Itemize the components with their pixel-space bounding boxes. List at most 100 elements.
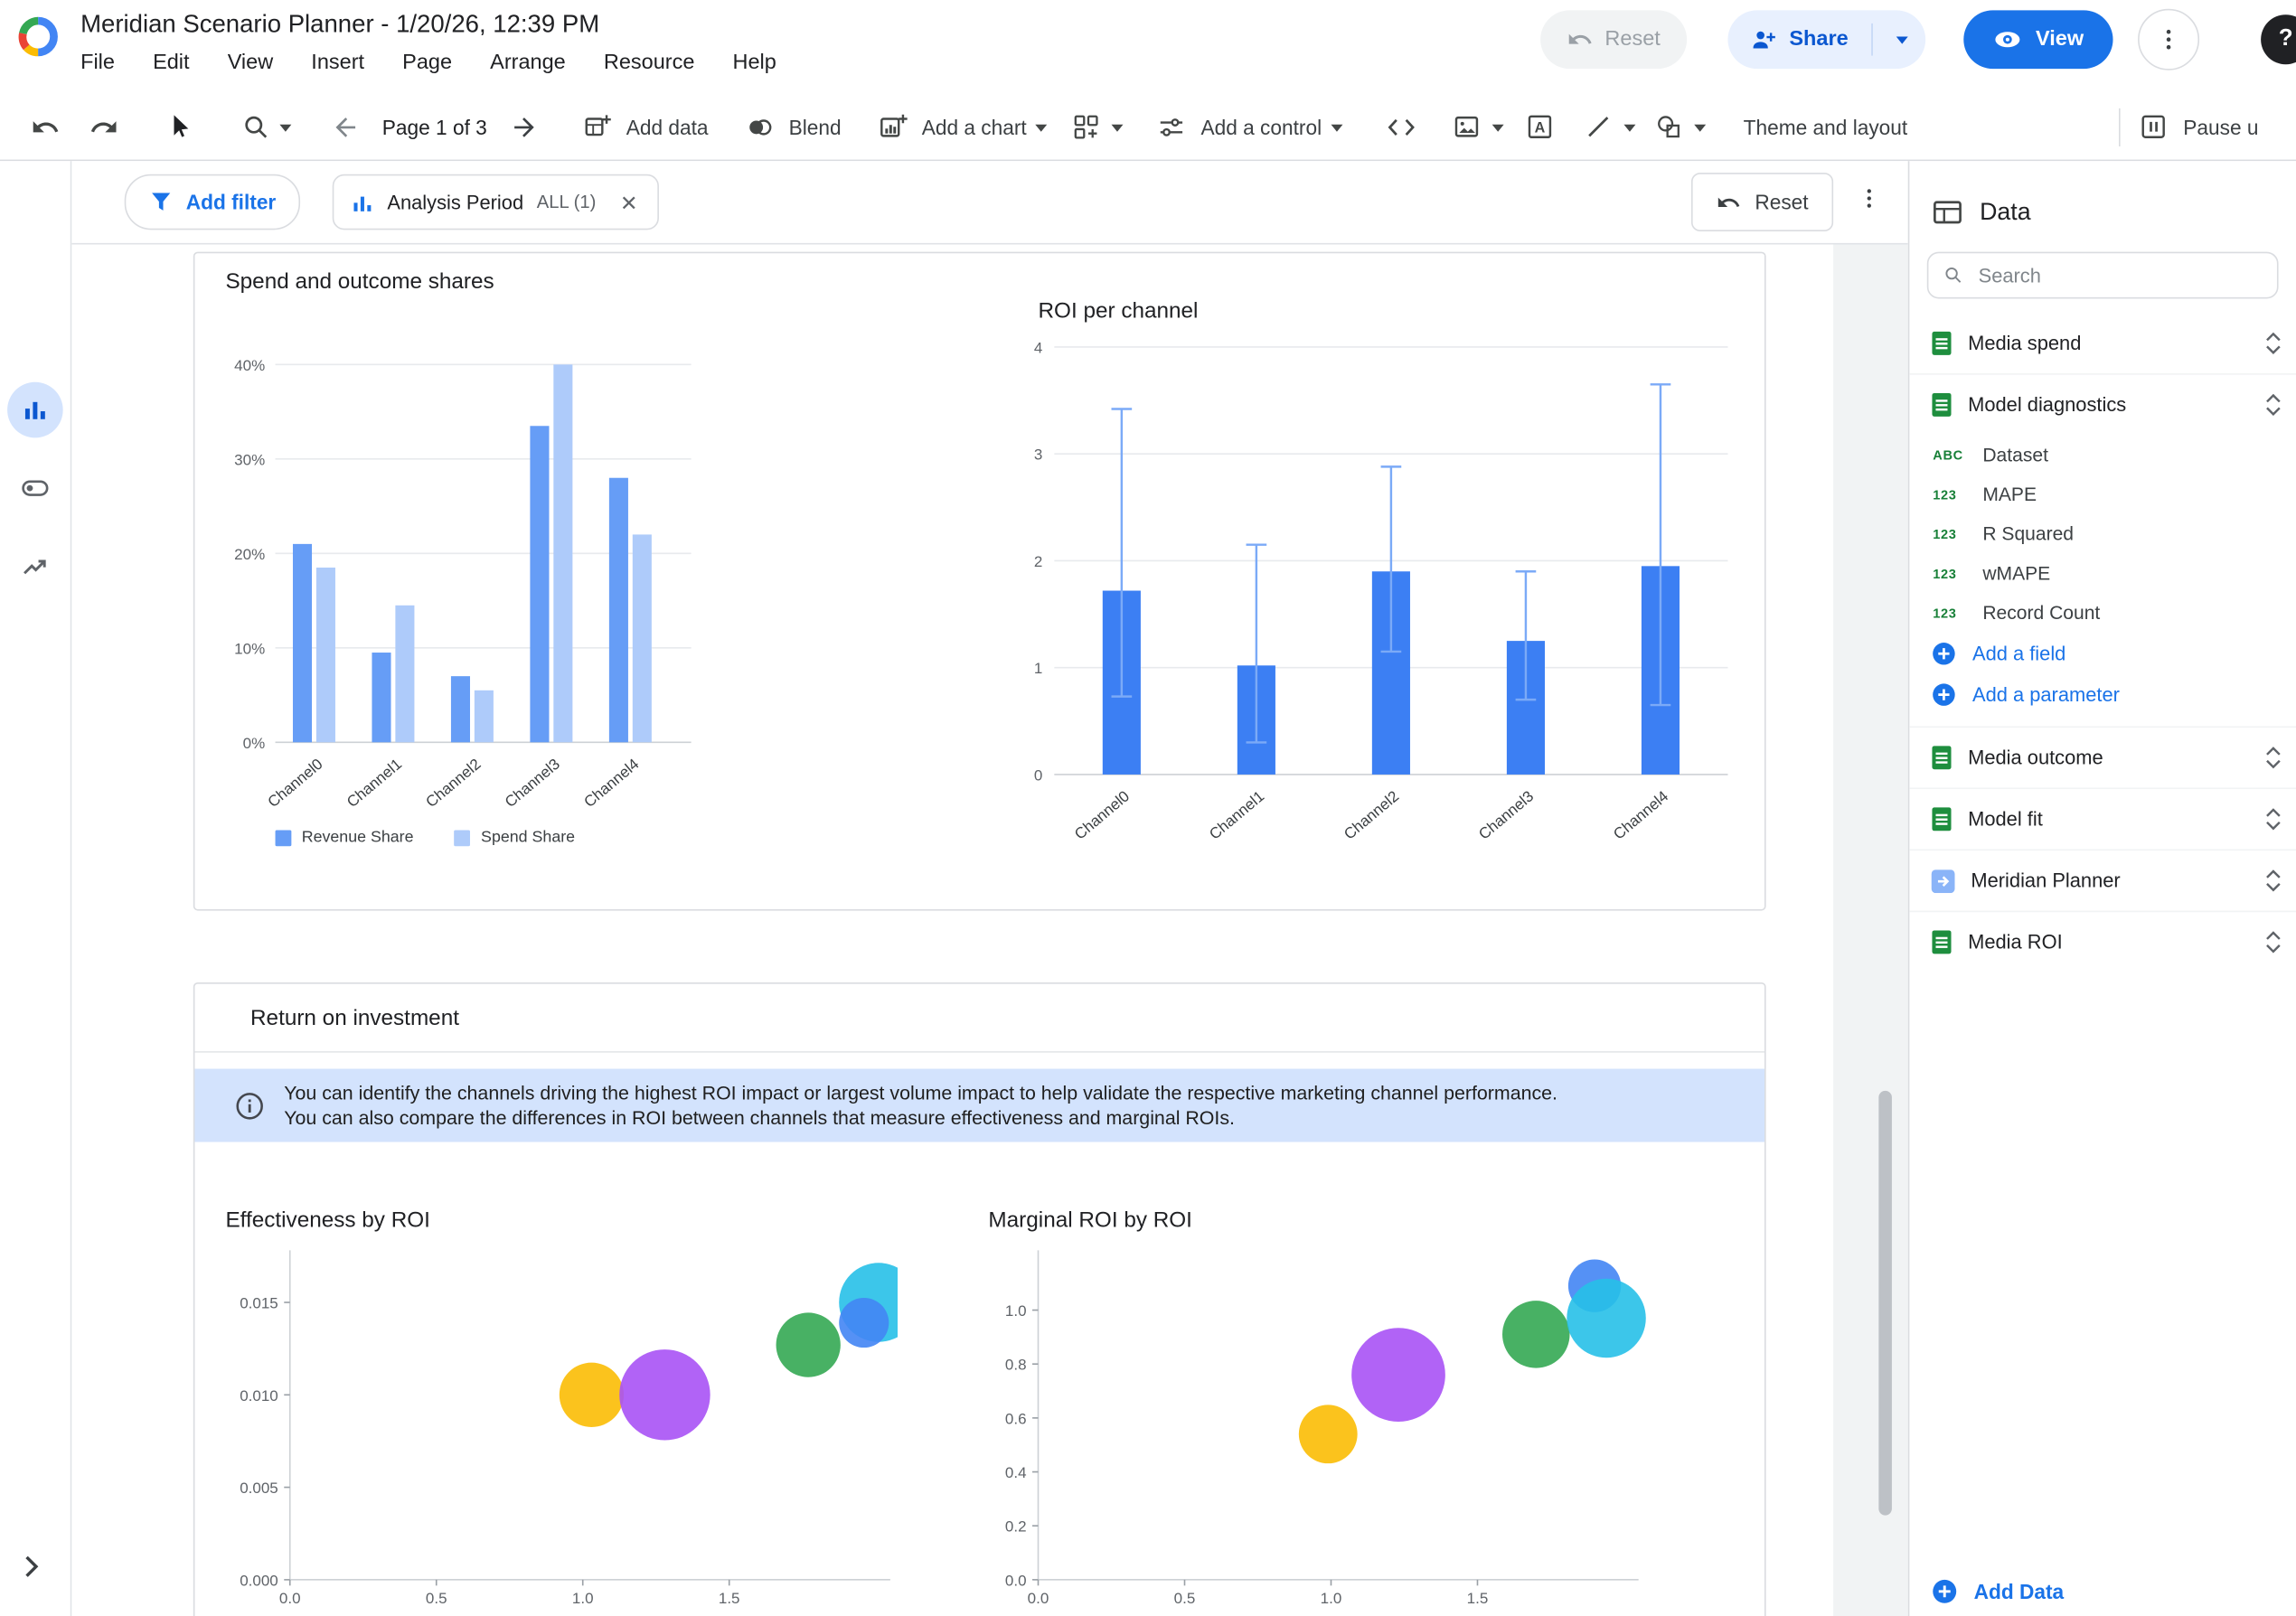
page-indicator[interactable]: Page 1 of 3 [381,115,487,139]
add-filter-button[interactable]: Add filter [124,174,301,230]
pause-updates-button[interactable]: Pause u [2135,108,2296,146]
header-reset-button[interactable]: Reset [1540,10,1687,70]
menu-item-edit[interactable]: Edit [153,51,190,75]
insert-shape-button[interactable] [1650,108,1706,146]
field-name: Record Count [1982,601,2101,625]
menu-item-view[interactable]: View [227,51,274,75]
report-title[interactable]: Meridian Scenario Planner - 1/20/26, 12:… [80,10,600,39]
community-viz-caret-icon[interactable] [1111,123,1124,131]
help-button[interactable]: ? [2261,14,2296,65]
blend-button[interactable]: Blend [740,108,842,146]
data-source-model-diagnostics[interactable]: Model diagnostics [1909,373,2296,435]
add-chart-button[interactable]: Add a chart [873,108,1048,146]
community-visualizations-button[interactable] [1068,108,1124,146]
marginal-roi-by-roi-chart[interactable]: Marginal ROI by ROI 0.0 0.2 0.4 0.6 0.8 1.0 0.… [973,1207,1705,1616]
rail-report-tab[interactable] [7,381,63,438]
section-title: Return on investment [194,984,1764,1053]
zoom-dropdown-caret-icon[interactable] [279,123,292,131]
share-button[interactable]: Share [1727,10,1926,70]
insert-line-button[interactable] [1579,108,1635,146]
unfold-icon[interactable] [2265,931,2282,954]
add-data-bottom-button[interactable]: Add Data [1932,1578,2064,1604]
svg-text:0.005: 0.005 [240,1480,278,1497]
menu-item-arrange[interactable]: Arrange [490,51,566,75]
unfold-icon[interactable] [2265,808,2282,831]
unfold-icon[interactable] [2265,332,2282,354]
left-rail [0,161,72,1616]
rail-trends-tab[interactable] [7,539,63,595]
svg-text:Channel3: Channel3 [502,756,563,811]
add-chart-caret-icon[interactable] [1035,123,1048,131]
embed-code-button[interactable] [1378,108,1425,146]
svg-text:1.5: 1.5 [719,1590,740,1607]
data-source-meridian-planner[interactable]: Meridian Planner [1909,849,2296,911]
add-data-button[interactable]: Add data [578,108,709,146]
analysis-period-filter-chip[interactable]: Analysis Period ALL (1) [333,174,660,230]
data-source-media-spend[interactable]: Media spend [1909,314,2296,373]
bubble-chart[interactable]: 0.0 0.2 0.4 0.6 0.8 1.0 0.0 0.5 1.0 1.5 [973,1245,1661,1616]
search-input[interactable] [1975,262,2263,288]
canvas-reset-button[interactable]: Reset [1691,173,1834,231]
sheets-icon [1932,392,1953,418]
undo-button[interactable] [26,108,64,146]
field-dataset[interactable]: ABC Dataset [1909,435,2296,474]
expand-panel-button[interactable] [14,1550,47,1590]
view-button[interactable]: View [1963,10,2113,70]
select-tool-button[interactable] [161,108,199,146]
insert-image-button[interactable] [1447,108,1504,146]
menu-item-insert[interactable]: Insert [311,51,365,75]
chart-card-shares-roi[interactable]: Spend and outcome shares 0% 10% 20% 30% 40% C… [193,251,1769,911]
effectiveness-by-roi-chart[interactable]: Effectiveness by ROI 0.000 0.005 0.010 0.01… [210,1207,942,1616]
header-reset-label: Reset [1604,27,1661,52]
field-wmape[interactable]: 123 wMAPE [1909,553,2296,593]
header-actions: Reset Share [1540,8,2296,70]
zoom-tool-button[interactable] [237,108,292,146]
vertical-scrollbar[interactable] [1878,1090,1892,1516]
insert-text-button[interactable]: A [1520,108,1558,146]
add-a-field-button[interactable]: Add a field [1909,633,2296,673]
rail-controls-tab[interactable] [7,460,63,516]
filter-bar: Add filter Analysis Period ALL (1) Reset [71,161,1908,245]
field-mape[interactable]: 123 MAPE [1909,474,2296,514]
canvas-more-options-button[interactable] [1857,186,1882,219]
menu-item-help[interactable]: Help [732,51,776,75]
image-caret-icon[interactable] [1491,123,1504,131]
error-bar-chart[interactable]: 0 1 2 3 4 Channel0 Channel1 Channel2 Channel3 Cha… [1022,335,1755,877]
svg-text:3: 3 [1034,446,1042,464]
data-source-media-outcome[interactable]: Media outcome [1909,726,2296,787]
redo-button[interactable] [85,108,123,146]
field-name: Dataset [1982,443,2048,466]
menu-item-file[interactable]: File [80,51,115,75]
bubble-chart[interactable]: 0.000 0.005 0.010 0.015 0.0 0.5 1.0 1.5 [210,1245,898,1616]
add-a-parameter-button[interactable]: Add a parameter [1909,673,2296,714]
looker-studio-logo-icon[interactable] [17,16,58,57]
menu-item-resource[interactable]: Resource [603,51,695,75]
unfold-icon[interactable] [2265,393,2282,417]
bar-chart-icon [24,401,45,419]
next-page-button[interactable] [504,108,542,146]
data-source-name: Model diagnostics [1968,393,2127,417]
field-r-squared[interactable]: 123 R Squared [1909,514,2296,554]
magnifier-icon [237,108,275,146]
previous-page-button[interactable] [326,108,364,146]
roi-per-channel-chart[interactable]: ROI per channel 0 1 2 3 4 Channel0 Channel1 Cha… [1022,297,1769,877]
spend-outcome-chart[interactable]: Spend and outcome shares 0% 10% 20% 30% 40% C… [210,268,942,846]
data-source-model-fit[interactable]: Model fit [1909,787,2296,850]
theme-layout-button[interactable]: Theme and layout [1743,115,1908,139]
add-control-caret-icon[interactable] [1330,123,1342,131]
grouped-bar-chart[interactable]: 0% 10% 20% 30% 40% Channel0 Channel1 Channel2 Ch… [210,306,913,826]
more-options-button[interactable] [2138,8,2200,70]
data-search-box[interactable] [1926,251,2279,299]
field-name: wMAPE [1982,562,2051,585]
share-dropdown-caret-icon[interactable] [1896,35,1909,43]
add-control-button[interactable]: Add a control [1153,108,1342,146]
shape-caret-icon[interactable] [1693,123,1706,131]
chart-card-return-on-investment[interactable]: Return on investment You can identify th… [193,982,1766,1616]
close-icon[interactable] [618,191,640,212]
unfold-icon[interactable] [2265,869,2282,892]
menu-item-page[interactable]: Page [402,51,453,75]
field-record-count[interactable]: 123 Record Count [1909,593,2296,633]
line-caret-icon[interactable] [1623,123,1635,131]
unfold-icon[interactable] [2265,747,2282,769]
data-source-media-roi[interactable]: Media ROI [1909,910,2296,972]
